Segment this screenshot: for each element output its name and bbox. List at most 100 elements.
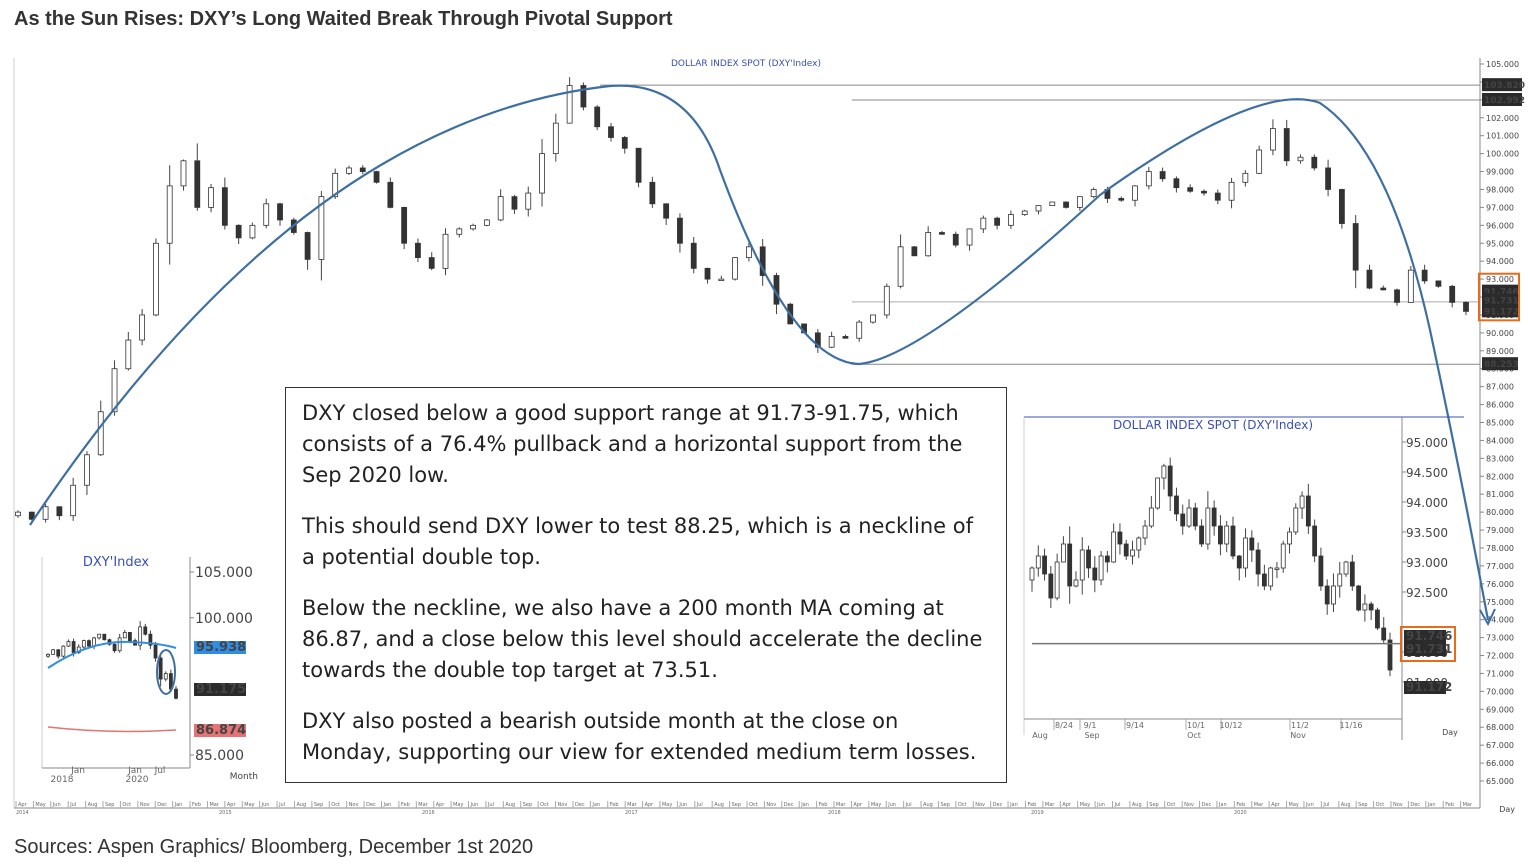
- neckline-label: 88.253: [1484, 360, 1519, 370]
- main-x-tick-label: May: [244, 802, 254, 808]
- main-x-tick-label: Dec: [157, 802, 167, 808]
- main-candle: [814, 332, 821, 348]
- callout-paragraph: DXY closed below a good support range at…: [302, 401, 963, 487]
- daily-candle: [1098, 555, 1104, 581]
- main-candle: [28, 511, 35, 520]
- daily-candle: [1324, 585, 1330, 605]
- daily-x-month-label: Oct: [1187, 731, 1201, 740]
- main-y-tick-label: 73.000: [1486, 634, 1514, 643]
- main-candle: [346, 167, 352, 174]
- main-candle: [1297, 156, 1304, 162]
- monthly-overlay: 95.938 91.175 86.874: [47, 640, 246, 738]
- main-candle: [442, 233, 449, 269]
- daily-candle: [1318, 555, 1324, 587]
- daily-candle: [1048, 573, 1054, 599]
- peak-2017-label-bg: [1482, 78, 1522, 92]
- daily-x-label: 10/1: [1187, 721, 1205, 730]
- main-y-tick-label: 86.000: [1486, 401, 1514, 410]
- daily-inset-chart: DOLLAR INDEX SPOT (DXY'Index) 95.000 94.5…: [1023, 416, 1464, 740]
- daily-candle: [1349, 561, 1355, 587]
- main-y-tick-label: 75.000: [1486, 598, 1514, 607]
- sources-footnote: Sources: Aspen Graphics/ Bloomberg, Dece…: [14, 836, 534, 858]
- main-candle: [828, 336, 835, 348]
- main-candle: [194, 160, 201, 208]
- main-x-tick-label: Aug: [296, 802, 306, 808]
- daily-candle: [1199, 525, 1204, 545]
- monthly-candle: [102, 633, 107, 641]
- main-candle: [1021, 210, 1028, 215]
- main-candle: [263, 203, 270, 226]
- main-candle: [594, 106, 601, 128]
- main-candle: [497, 196, 504, 221]
- main-x-tick-label: Jul: [1322, 802, 1329, 808]
- main-candle: [359, 167, 366, 172]
- monthly-x-label: 2020: [126, 775, 149, 785]
- main-y-tick-label: 93.000: [1486, 275, 1514, 284]
- main-y-tick-label: 80.000: [1486, 508, 1514, 517]
- monthly-last-label: 91.175: [196, 682, 246, 697]
- main-candle: [690, 242, 697, 269]
- daily-support-a-label-bg: [1404, 630, 1446, 643]
- rounded-top-curve: [29, 84, 1490, 621]
- main-x-tick-label: Mar: [1463, 802, 1473, 808]
- main-candle: [1090, 189, 1097, 198]
- monthly-ma-50-line: [47, 640, 177, 669]
- main-x-tick-label: Mar: [627, 802, 637, 808]
- main-x-year-label: 2014: [16, 810, 29, 816]
- neckline-label-bg: [1482, 357, 1518, 371]
- main-x-tick-label: Oct: [958, 802, 967, 808]
- main-x-tick-label: Jan: [1427, 802, 1436, 808]
- main-x-tick-label: Nov: [140, 802, 150, 808]
- monthly-x-label: Jan: [127, 766, 142, 776]
- main-candle: [208, 187, 214, 208]
- main-y-tick-label: 105.000: [1486, 60, 1519, 69]
- main-candle: [1214, 192, 1221, 201]
- main-x-tick-label: Aug: [1132, 802, 1142, 808]
- monthly-y-tick-label: 100.000: [195, 611, 253, 627]
- main-candle: [566, 85, 573, 124]
- main-candle: [511, 196, 518, 210]
- monthly-period-label: Month: [230, 772, 258, 782]
- daily-y-tick-label: 93.500: [1406, 526, 1448, 540]
- callout-paragraph: This should send DXY lower to test 88.25…: [302, 514, 973, 569]
- daily-candle: [1356, 585, 1361, 611]
- daily-candle: [1029, 567, 1035, 581]
- daily-candle: [1387, 639, 1393, 671]
- main-x-year-label: 2019: [1031, 810, 1044, 816]
- main-x-tick-label: Oct: [122, 802, 131, 808]
- main-chart: DOLLAR INDEX SPOT (DXY'Index) 105.000104…: [13, 58, 1525, 816]
- main-x-tick-label: Jun: [678, 802, 687, 808]
- main-y-tick-label: 82.000: [1486, 472, 1514, 481]
- main-candle: [180, 160, 187, 187]
- main-x-tick-label: Jul: [696, 802, 703, 808]
- main-candle: [1435, 280, 1442, 287]
- main-x-tick-label: Jul: [278, 802, 285, 808]
- main-candle: [1380, 287, 1387, 291]
- daily-candle: [1305, 495, 1311, 527]
- daily-candle: [1280, 543, 1286, 569]
- main-x-year-label: 2015: [219, 810, 232, 816]
- main-x-tick-label: Aug: [88, 802, 98, 808]
- main-candle: [401, 206, 408, 244]
- monthly-candle: [112, 643, 117, 652]
- main-x-tick-label: Jan: [1009, 802, 1018, 808]
- daily-x-label: 9/14: [1126, 721, 1144, 730]
- main-candle: [677, 217, 683, 244]
- main-y-tick-label: 102.000: [1486, 114, 1519, 123]
- monthly-x-label: Jan: [70, 766, 85, 776]
- main-x-tick-label: Apr: [18, 802, 28, 808]
- daily-y-tick-label: 94.000: [1406, 496, 1448, 510]
- main-candle: [1311, 156, 1318, 169]
- main-y-tick-label: 98.000: [1486, 185, 1514, 194]
- peak-2017-label: 103.820: [1484, 81, 1525, 91]
- main-x-tick-label: Dec: [575, 802, 585, 808]
- main-period-label: Day: [1499, 805, 1515, 814]
- monthly-candle: [87, 640, 91, 647]
- main-x-tick-label: Aug: [714, 802, 724, 808]
- daily-inset-title: DOLLAR INDEX SPOT (DXY'Index): [1113, 418, 1313, 432]
- monthly-highlight-ellipse: [156, 649, 176, 695]
- daily-x-label: 10/12: [1219, 721, 1242, 730]
- main-y-tick-label: 101.000: [1486, 132, 1519, 141]
- main-x-tick-label: Sep: [732, 802, 741, 808]
